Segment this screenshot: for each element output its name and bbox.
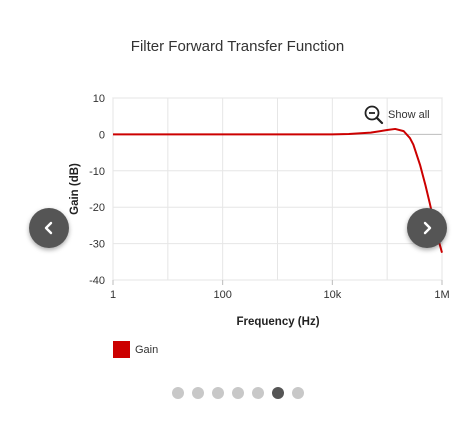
x-tick-label: 100: [213, 289, 231, 301]
pagination-dot[interactable]: [292, 387, 304, 399]
show-all-label: Show all: [388, 109, 430, 121]
x-tick-label: 10k: [323, 289, 341, 301]
show-all-button[interactable]: Show all: [364, 105, 430, 125]
previous-chart-button[interactable]: [29, 208, 69, 248]
pagination-dot[interactable]: [212, 387, 224, 399]
zoom-out-icon: [364, 105, 384, 125]
pagination-dot[interactable]: [172, 387, 184, 399]
legend-swatch: [113, 341, 130, 358]
y-tick-label: -30: [89, 239, 105, 251]
next-chart-button[interactable]: [407, 208, 447, 248]
chevron-left-icon: [42, 221, 56, 235]
chevron-right-icon: [420, 221, 434, 235]
y-tick-label: 0: [99, 129, 105, 141]
pagination-dot[interactable]: [272, 387, 284, 399]
y-tick-label: -40: [89, 275, 105, 287]
legend-item-gain[interactable]: Gain: [113, 341, 158, 358]
pagination-dot[interactable]: [232, 387, 244, 399]
pagination-dots: [0, 387, 475, 399]
y-axis-label: Gain (dB): [69, 163, 81, 215]
x-axis-label: Frequency (Hz): [236, 316, 319, 328]
pagination-dot[interactable]: [252, 387, 264, 399]
y-tick-label: -10: [89, 166, 105, 178]
pagination-dot[interactable]: [192, 387, 204, 399]
y-tick-label: -20: [89, 202, 105, 214]
y-tick-label: 10: [93, 93, 105, 105]
x-tick-label: 1: [110, 289, 116, 301]
x-tick-label: 1M: [434, 289, 449, 301]
legend-label: Gain: [135, 344, 158, 356]
